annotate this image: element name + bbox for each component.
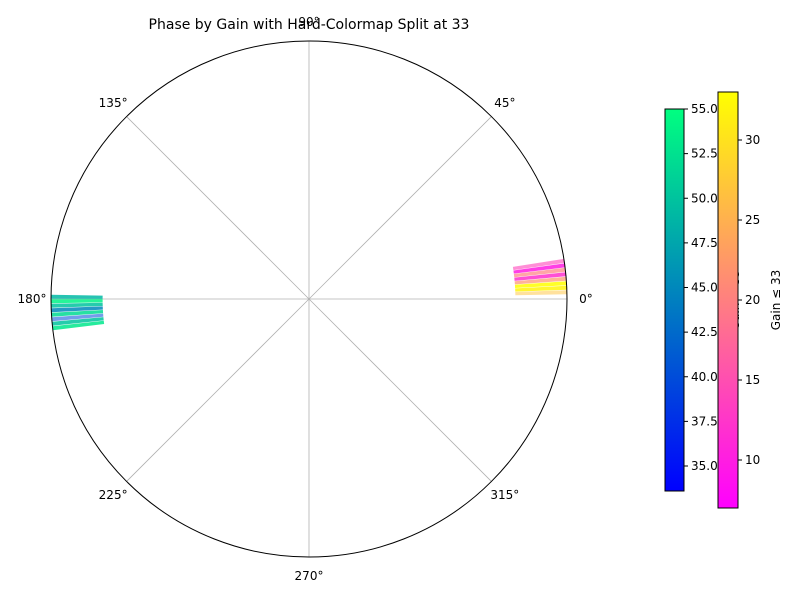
polar-bar (515, 285, 567, 292)
angle-tick-label: 180° (18, 292, 47, 306)
polar-bar (514, 281, 567, 289)
angle-tick-label: 135° (99, 96, 128, 110)
colorbar-low-label: Gain ≤ 33 (769, 270, 783, 331)
polar-bar (512, 258, 565, 271)
polar-bar (51, 306, 103, 313)
colorbar-tick-label: 10 (745, 453, 760, 467)
colorbar-tick-label: 35.0 (691, 459, 718, 473)
angle-gridline (126, 298, 310, 482)
polar-bar (51, 302, 103, 308)
colorbar-tick-label: 50.0 (691, 191, 718, 205)
colorbar-tick-label: 47.5 (691, 236, 718, 250)
chart-title: Phase by Gain with Hard-Colormap Split a… (149, 17, 470, 33)
angle-tick-label: 90° (298, 15, 319, 29)
colorbar-tick-label: 42.5 (691, 325, 718, 339)
colorbar-high: 35.037.540.042.545.047.550.052.555.0 Gai… (664, 102, 742, 492)
angle-tick-label: 0° (579, 292, 593, 306)
angle-gridline (308, 298, 492, 482)
polar-bar (51, 313, 104, 322)
polar-bar (52, 320, 105, 331)
colorbar-tick-label: 15 (745, 373, 760, 387)
colorbar-tick-label: 20 (745, 293, 760, 307)
angle-tick-label: 45° (494, 96, 515, 110)
angle-gridline (308, 116, 492, 300)
colorbar-tick-label: 52.5 (691, 147, 718, 161)
angle-tick-label: 270° (295, 569, 324, 583)
colorbar-tick-label: 37.5 (691, 414, 718, 428)
polar-bar (514, 276, 567, 285)
polar-bar (51, 309, 104, 317)
angle-tick-label: 315° (490, 488, 519, 502)
colorbar-tick-label: 55.0 (691, 102, 718, 116)
polar-bar (51, 294, 103, 299)
colorbar-tick-label: 25 (745, 213, 760, 227)
polar-bar (514, 272, 566, 281)
colorbar-low-ticks: 10 15 20 25 30 (738, 133, 760, 467)
polar-bar (513, 267, 566, 278)
colorbar-low: 10 15 20 25 30 Gain ≤ 33 (717, 91, 783, 509)
polar-grid (51, 41, 567, 557)
colorbar-high-bar (664, 108, 685, 492)
angle-tick-label: 225° (99, 488, 128, 502)
colorbar-high-ticks: 35.0 37.5 40.0 42.5 45.0 47.5 50.0 52.5 55.0 (684, 102, 718, 473)
polar-bar (51, 299, 103, 304)
colorbar-tick-label: 40.0 (691, 370, 718, 384)
polar-frame (50, 40, 568, 558)
polar-bar (513, 263, 566, 274)
colorbar-tick-label: 45.0 (691, 281, 718, 295)
angle-gridline (126, 116, 310, 300)
angle-tick-labels: 0° 45° 90° 135° 180° 225° 270° 315° (18, 15, 593, 583)
colorbar-low-bar (717, 91, 739, 509)
colorbar-tick-label: 30 (745, 133, 760, 147)
polar-bar (52, 317, 104, 326)
polar-bar (515, 290, 567, 296)
bars-layer (51, 258, 567, 331)
